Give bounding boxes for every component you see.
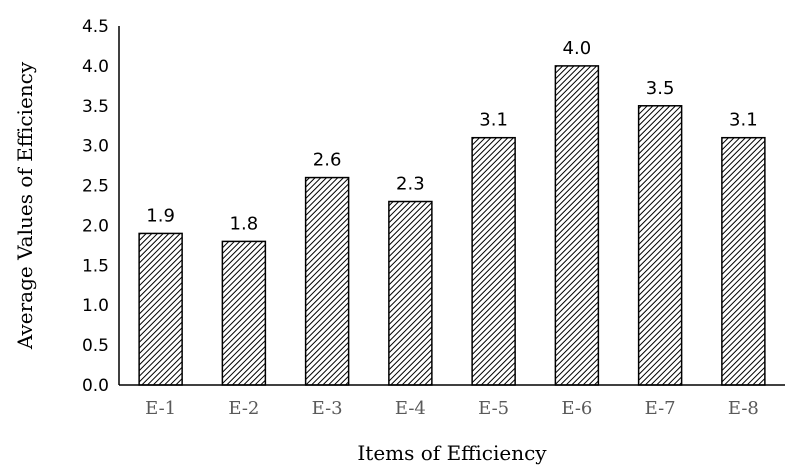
data-labels: 1.9 1.8 2.6 2.3 3.1 4.0 3.5 3.1 [146,38,757,235]
x-category-label: E-4 [395,398,426,419]
bar [388,200,433,386]
bar [637,105,683,386]
y-axis-title: Average Values of Efficiency [13,61,37,350]
data-label: 2.6 [313,150,342,171]
bar [304,176,350,386]
data-label: 3.1 [729,110,758,131]
x-axis-category-labels: E-1 E-2 E-3 E-4 E-5 E-6 E-7 E-8 [145,398,759,419]
bars [138,65,766,386]
y-tick-label: 2.0 [82,216,109,236]
x-category-label: E-3 [312,398,343,419]
y-tick-label: 0.0 [82,376,109,396]
data-label: 2.3 [396,174,425,195]
y-tick-label: 1.5 [82,256,109,276]
y-tick-label: 4.5 [82,17,109,37]
y-axis-tick-labels: 0.0 0.5 1.0 1.5 2.0 2.5 3.0 3.5 4.0 4.5 [82,17,109,396]
x-category-label: E-8 [728,398,759,419]
data-label: 1.9 [146,205,175,226]
bar [138,232,183,386]
data-label: 4.0 [563,38,592,59]
x-category-label: E-2 [228,398,259,419]
y-tick-label: 3.5 [82,97,109,117]
x-axis-title: Items of Efficiency [357,441,547,465]
y-tick-label: 0.5 [82,336,109,356]
y-tick-label: 1.0 [82,296,109,316]
x-category-label: E-5 [478,398,509,419]
data-label: 1.8 [230,213,259,234]
y-tick-label: 4.0 [82,57,109,77]
bar [721,136,766,386]
data-label: 3.1 [479,110,508,131]
x-category-label: E-6 [561,398,592,419]
bar [221,240,267,386]
bar [554,65,600,386]
y-tick-label: 3.0 [82,137,109,157]
bar [471,136,516,386]
x-category-label: E-7 [645,398,676,419]
y-tick-label: 2.5 [82,177,109,197]
data-label: 3.5 [646,78,675,99]
x-category-label: E-1 [145,398,176,419]
